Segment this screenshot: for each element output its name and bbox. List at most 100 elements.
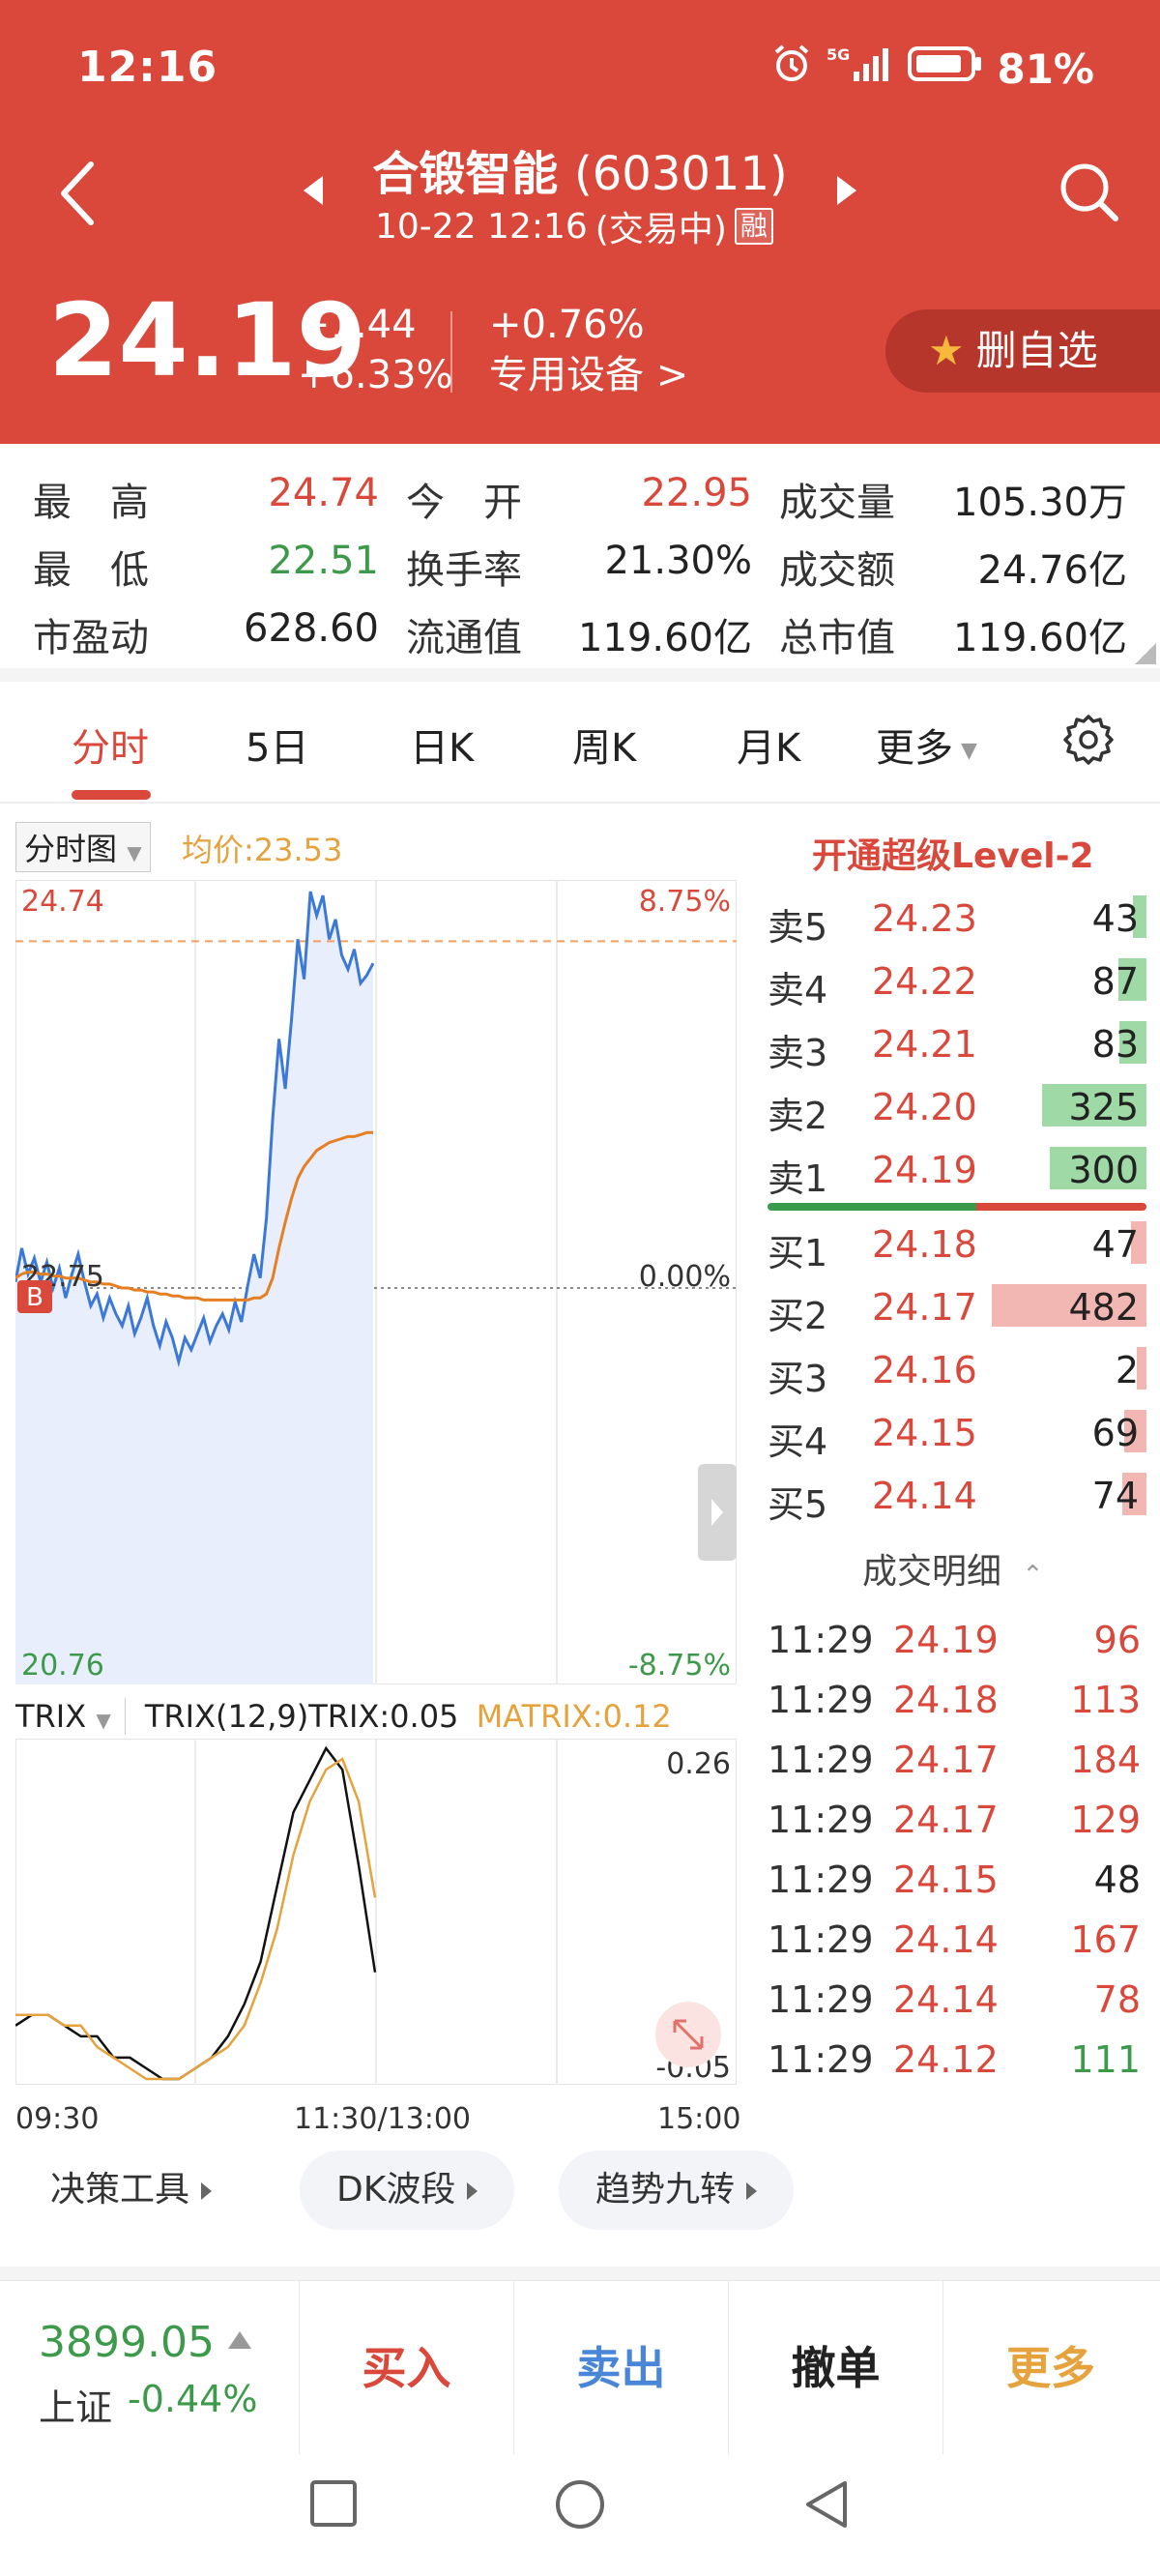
more-actions-button[interactable]: 更多 — [1006, 2342, 1095, 2394]
sell-button[interactable]: 卖出 — [514, 2281, 729, 2455]
triangle-right-icon — [201, 2182, 213, 2200]
buy-marker-label: B — [26, 1283, 44, 1312]
search-button[interactable] — [1056, 159, 1123, 230]
order-volume: 69 — [1091, 1412, 1139, 1454]
trade-time: 11:29 — [768, 1859, 874, 1901]
stat-label: 成交额 — [779, 548, 895, 593]
resize-corner-icon[interactable] — [1135, 643, 1156, 664]
cancel-order-button[interactable]: 撤单 — [729, 2281, 943, 2455]
bid-row: 买2 24.17 482 — [768, 1276, 1146, 1338]
stat-value: 105.30万 — [953, 481, 1127, 525]
tab-5day[interactable]: 5日 — [246, 726, 309, 771]
trade-row: 11:29 24.12 111 — [768, 2031, 1146, 2091]
order-volume-bar — [1122, 1473, 1146, 1515]
buy-marker[interactable] — [17, 1280, 52, 1313]
tool-bar: 决策工具 DK波段 趋势九转 — [0, 2149, 1160, 2236]
bid-row: 买3 24.16 2 — [768, 1339, 1146, 1401]
sector-link[interactable]: +0.76% 专用设备 > — [489, 300, 688, 400]
home-button[interactable] — [553, 2477, 607, 2535]
trade-price: 24.14 — [893, 1978, 999, 2021]
triangle-left-icon — [304, 176, 323, 205]
stat-row: 最 低 22.51 换手率 21.30% 成交额 24.76亿 — [0, 523, 1160, 593]
tab-monthly-k[interactable]: 月K — [737, 726, 801, 771]
order-volume-bar — [1042, 1084, 1146, 1127]
bid-row: 买4 24.15 69 — [768, 1402, 1146, 1464]
price-change: +1.44 +6.33% — [298, 300, 453, 400]
trix-chart[interactable]: 0.26-0.05 — [15, 1739, 737, 2085]
stat-label: 总市值 — [779, 616, 895, 660]
trade-details-toggle[interactable]: 成交明细 ⌃ — [862, 1543, 1043, 1594]
trade-row: 11:29 24.19 96 — [768, 1611, 1146, 1671]
circle-icon — [556, 2480, 604, 2529]
chart-settings-button[interactable] — [1061, 713, 1116, 771]
margin-badge: 融 — [734, 208, 773, 245]
system-nav-bar — [0, 2454, 1160, 2576]
ask-row: 卖3 24.21 83 — [768, 1013, 1146, 1075]
star-icon: ★ — [928, 327, 965, 374]
y-label-high: 24.74 — [21, 885, 104, 919]
back-nav-button[interactable] — [800, 2477, 853, 2535]
trend-nine-button[interactable]: 趋势九转 — [559, 2151, 795, 2230]
dk-band-button[interactable]: DK波段 — [300, 2151, 515, 2230]
index-ticker[interactable]: 3899.05 上证 -0.44% — [0, 2281, 300, 2455]
order-volume-bar — [1050, 1147, 1146, 1189]
order-price: 24.16 — [872, 1349, 977, 1391]
prev-stock-button[interactable] — [300, 174, 327, 211]
chart-mode-label: 分时图 — [24, 831, 118, 867]
tab-daily-k[interactable]: 日K — [410, 726, 475, 771]
trade-details-label: 成交明细 — [862, 1552, 1002, 1592]
order-price: 24.23 — [872, 897, 977, 940]
back-button[interactable] — [48, 155, 106, 232]
current-price: 24.19 — [48, 281, 366, 399]
order-volume-bar — [1131, 1221, 1146, 1264]
tab-intraday[interactable]: 分时 — [72, 726, 149, 771]
level2-upgrade-link[interactable]: 开通超级Level-2 — [812, 836, 1094, 876]
triangle-back-icon — [806, 2481, 847, 2528]
index-change: -0.44% — [128, 2378, 258, 2420]
stat-value: 119.60亿 — [953, 616, 1127, 660]
buy-button[interactable]: 买入 — [300, 2281, 514, 2455]
order-volume: 300 — [1068, 1149, 1139, 1191]
trade-price: 24.18 — [893, 1679, 999, 1721]
matrix-value: MATRIX:0.12 — [476, 1698, 672, 1735]
alarm-icon — [770, 43, 813, 95]
price-area — [15, 892, 373, 1684]
indicator-select[interactable]: TRIX ▼ — [15, 1698, 126, 1735]
trade-volume: 167 — [1070, 1918, 1141, 1961]
status-time: 12:16 — [77, 43, 218, 92]
recents-button[interactable] — [307, 2477, 360, 2533]
stat-label: 流通值 — [406, 616, 522, 660]
order-volume-bar — [1137, 1347, 1146, 1390]
remove-favorite-button[interactable]: ★ 删自选 — [885, 309, 1160, 393]
triangle-right-icon — [467, 2182, 478, 2200]
tab-more[interactable]: 更多 ▼ — [876, 717, 977, 773]
order-volume: 87 — [1091, 960, 1139, 1003]
tab-active-indicator — [72, 790, 151, 800]
stat-value: 22.95 — [641, 471, 752, 515]
index-name: 上证 — [39, 2386, 113, 2429]
trade-price: 24.19 — [893, 1619, 999, 1661]
gear-icon — [1063, 715, 1114, 765]
y-pct-low: -8.75% — [628, 1649, 731, 1683]
battery-icon — [908, 44, 983, 93]
order-volume: 2 — [1115, 1349, 1139, 1391]
next-stock-button[interactable] — [833, 174, 860, 211]
y-label-low: 20.76 — [21, 1649, 104, 1683]
index-value: 3899.05 — [39, 2318, 215, 2367]
tab-weekly-k[interactable]: 周K — [572, 726, 637, 771]
ask-row: 卖4 24.22 87 — [768, 951, 1146, 1012]
order-price: 24.20 — [872, 1086, 977, 1128]
order-volume: 47 — [1091, 1223, 1139, 1266]
trade-row: 11:29 24.18 113 — [768, 1671, 1146, 1731]
chevron-up-icon: ⌃ — [1022, 1561, 1044, 1590]
decision-tools-button[interactable]: 决策工具 — [14, 2151, 248, 2230]
change-amount: +1.44 — [298, 303, 417, 347]
order-price: 24.21 — [872, 1023, 977, 1066]
trade-row: 11:29 24.14 167 — [768, 1911, 1146, 1971]
trade-time: 11:29 — [768, 1918, 874, 1961]
chart-mode-select[interactable]: 分时图 ▼ — [15, 822, 151, 872]
order-book-divider — [768, 1203, 1146, 1211]
tab-more-label: 更多 — [876, 726, 953, 771]
average-price-line — [15, 1130, 373, 1302]
